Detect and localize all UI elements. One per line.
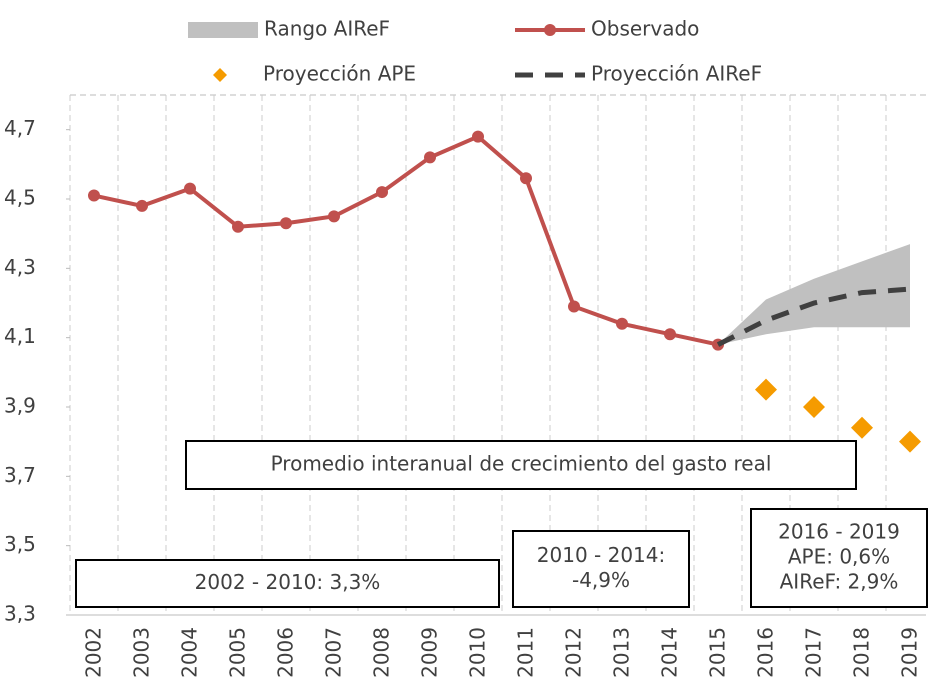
range-area (718, 244, 910, 345)
y-tick-label: 3,7 (4, 463, 36, 487)
y-tick-label: 3,5 (4, 532, 36, 556)
legend-key (213, 68, 227, 82)
legend-label: Proyección APE (263, 62, 416, 86)
x-tick-label: 2017 (802, 627, 826, 678)
diamond-marker (803, 396, 825, 418)
x-tick-label: 2019 (898, 627, 922, 678)
annotation-text: 2002 - 2010: 3,3% (195, 570, 381, 594)
point-marker (472, 130, 484, 143)
x-tick-label: 2011 (514, 627, 538, 678)
point-marker (328, 210, 340, 223)
x-tick-label: 2004 (178, 627, 202, 678)
annotation-box (750, 508, 928, 608)
y-tick-label: 4,5 (4, 186, 36, 210)
diamond-marker (899, 430, 921, 453)
x-tick-label: 2014 (658, 627, 682, 678)
annotation-text: -4,9% (572, 568, 630, 592)
point-marker (376, 186, 388, 199)
x-tick-label: 2007 (322, 627, 346, 678)
annotation-box (185, 440, 857, 490)
y-tick-label: 4,7 (4, 116, 36, 140)
point-marker (568, 300, 580, 313)
x-tick-label: 2013 (610, 627, 634, 678)
point-marker (520, 172, 532, 185)
legend-key (544, 24, 556, 36)
diamond-marker (851, 416, 873, 439)
diamond-marker (755, 378, 777, 401)
point-marker (136, 199, 148, 212)
x-tick-label: 2008 (370, 627, 394, 678)
x-tick-label: 2003 (130, 627, 154, 678)
x-tick-label: 2006 (274, 627, 298, 678)
x-tick-label: 2005 (226, 627, 250, 678)
point-marker (616, 317, 628, 330)
legend-label: Rango AIReF (264, 17, 390, 41)
annotation-box (512, 530, 690, 608)
x-tick-label: 2015 (706, 627, 730, 678)
observed-line (93, 134, 719, 347)
annotation-text: 2010 - 2014: (537, 543, 665, 567)
y-tick-label: 3,3 (4, 602, 36, 626)
y-tick-label: 4,1 (4, 324, 36, 348)
annotation-text: AIReF: 2,9% (780, 570, 899, 594)
x-tick-label: 2002 (82, 627, 106, 678)
point-marker (664, 328, 676, 341)
annotation-box (75, 559, 500, 608)
y-tick-label: 4,3 (4, 255, 36, 279)
x-tick-label: 2018 (850, 627, 874, 678)
point-marker (184, 182, 196, 195)
annotation-text: APE: 0,6% (788, 545, 890, 569)
point-marker (88, 189, 100, 202)
x-tick-label: 2009 (418, 627, 442, 678)
y-tick-label: 3,9 (4, 394, 36, 418)
x-tick-label: 2012 (562, 627, 586, 678)
legend-label: Proyección AIReF (591, 62, 762, 86)
legend-key (188, 22, 258, 38)
projection-line (716, 286, 911, 347)
legend-label: Observado (591, 17, 699, 41)
x-tick-label: 2016 (754, 627, 778, 678)
point-marker (232, 220, 244, 233)
annotation-text: 2016 - 2019 (778, 520, 900, 544)
point-marker (424, 151, 436, 164)
x-tick-label: 2010 (466, 627, 490, 678)
annotation-text: Promedio interanual de crecimiento del g… (271, 452, 772, 476)
point-marker (280, 217, 292, 230)
